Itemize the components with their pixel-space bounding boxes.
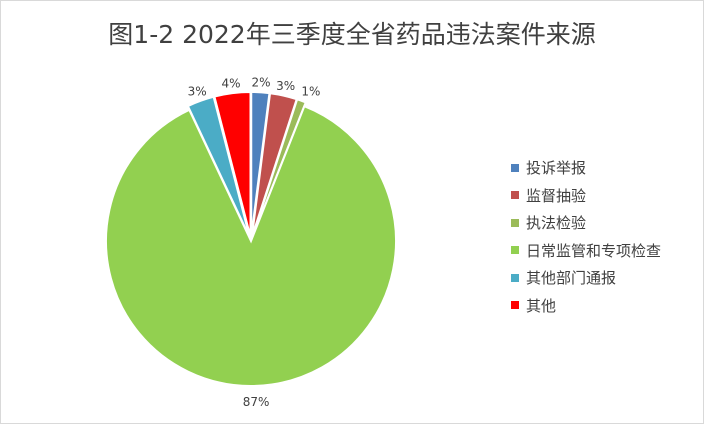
legend-item: 监督抽验 bbox=[511, 182, 661, 210]
legend-swatch bbox=[511, 191, 519, 200]
data-label: 3% bbox=[276, 79, 295, 93]
chart-title: 图1-2 2022年三季度全省药品违法案件来源 bbox=[108, 20, 596, 49]
legend-label: 监督抽验 bbox=[526, 186, 587, 205]
legend-swatch bbox=[511, 163, 519, 172]
legend-swatch bbox=[511, 273, 519, 282]
pie-slice-5 bbox=[213, 91, 252, 238]
pie-slice-3 bbox=[105, 104, 397, 387]
legend-label: 其他部门通报 bbox=[526, 269, 617, 288]
legend-item: 执法检验 bbox=[511, 209, 661, 237]
legend-label: 其他 bbox=[526, 296, 557, 315]
legend-label: 日常监管和专项检查 bbox=[526, 241, 662, 260]
legend-item: 日常监管和专项检查 bbox=[511, 237, 661, 265]
legend-swatch bbox=[511, 301, 519, 310]
data-label: 4% bbox=[222, 76, 241, 90]
legend: 投诉举报监督抽验执法检验日常监管和专项检查 其他部门通报 其他 bbox=[511, 154, 661, 319]
data-label: 87% bbox=[243, 395, 270, 409]
data-label: 1% bbox=[301, 84, 320, 98]
legend-label: 执法检验 bbox=[526, 214, 587, 233]
legend-item: 投诉举报 bbox=[511, 154, 661, 182]
data-label: 3% bbox=[188, 84, 207, 98]
legend-item: 其他 bbox=[511, 292, 661, 320]
data-label: 2% bbox=[251, 75, 270, 89]
legend-label: 投诉举报 bbox=[526, 159, 587, 178]
legend-swatch bbox=[511, 246, 519, 255]
legend-item: 其他部门通报 bbox=[511, 264, 661, 292]
legend-swatch bbox=[511, 218, 519, 227]
